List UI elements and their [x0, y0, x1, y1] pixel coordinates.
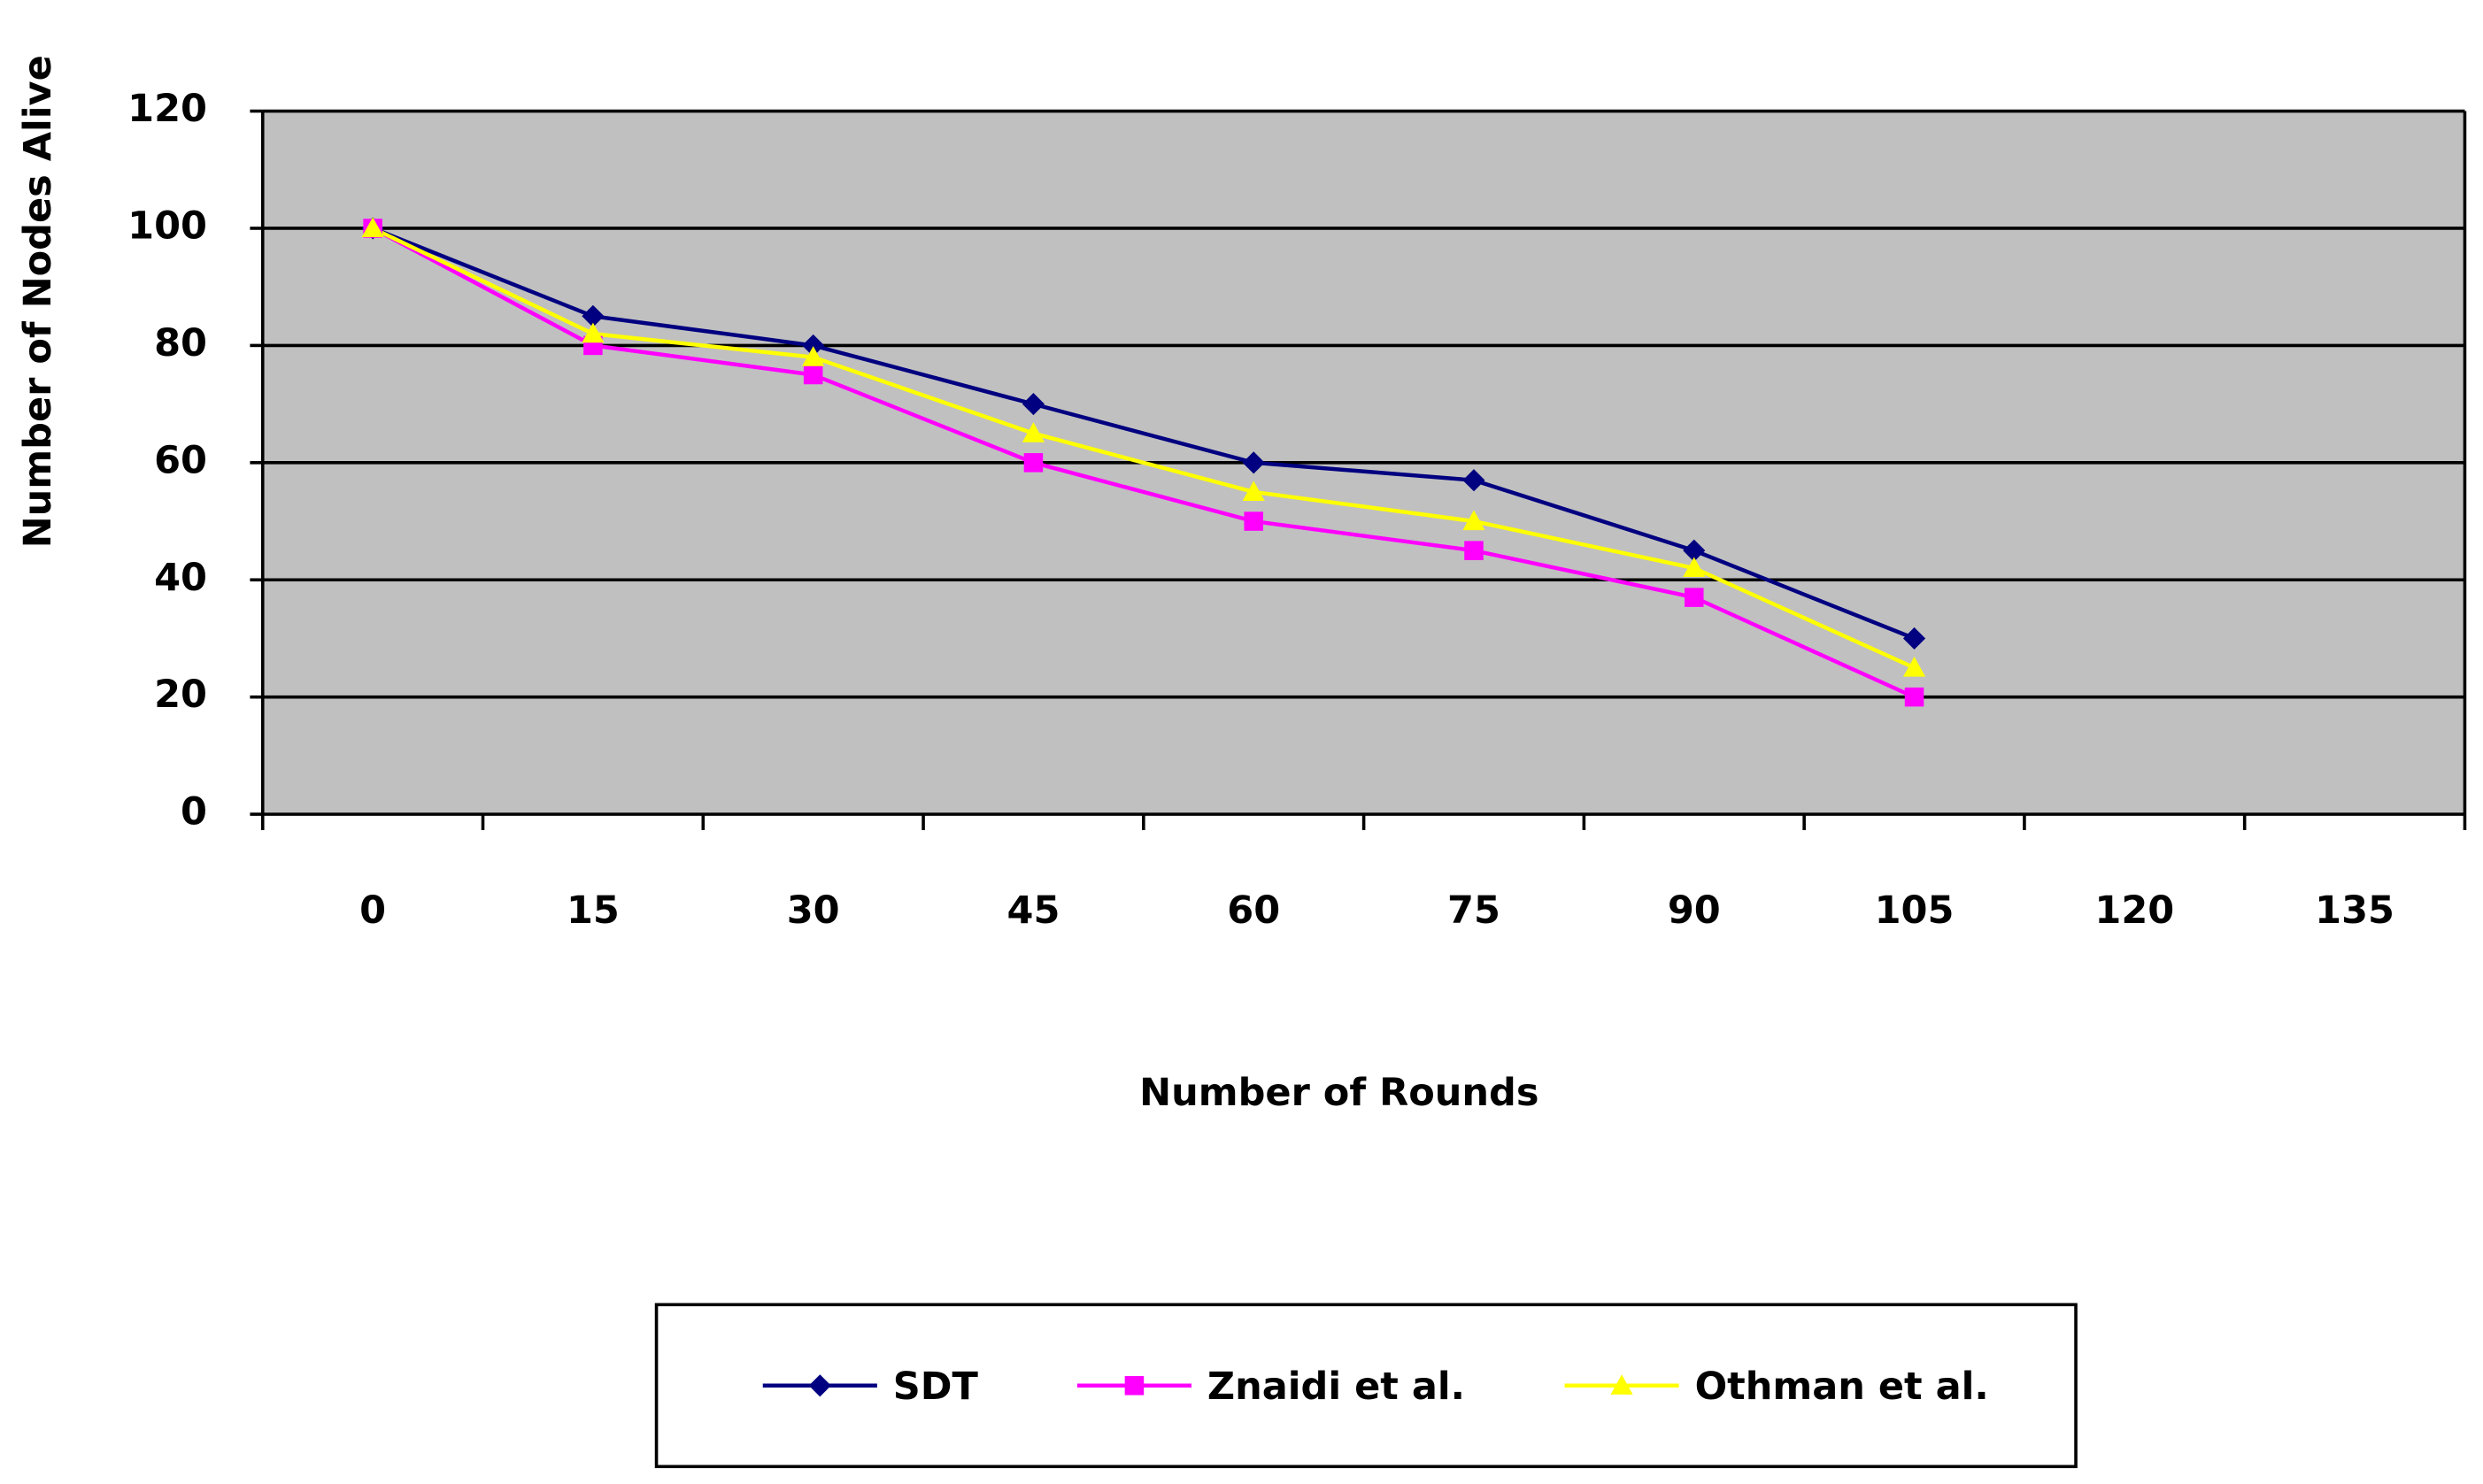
legend-label: SDT	[893, 1365, 979, 1409]
y-tick-label: 40	[154, 556, 207, 600]
x-tick-label: 90	[1668, 888, 1721, 933]
marker	[803, 365, 823, 385]
marker	[802, 346, 825, 366]
x-tick-label: 75	[1447, 888, 1500, 933]
y-axis-title: Number of Nodes Alive	[16, 55, 60, 548]
y-tick-label: 80	[154, 321, 207, 365]
x-tick-label: 120	[2094, 888, 2174, 933]
marker	[1902, 627, 1926, 650]
marker	[1462, 469, 1485, 492]
legend-label: Othman et al.	[1695, 1365, 1989, 1409]
y-tick-label: 0	[181, 790, 207, 834]
y-tick-label: 120	[127, 87, 207, 131]
y-tick-label: 60	[154, 438, 207, 482]
legend-marker	[1610, 1374, 1633, 1395]
legend-box	[654, 1303, 2078, 1469]
marker	[582, 304, 605, 327]
marker	[1462, 510, 1485, 531]
x-tick-label: 30	[787, 888, 840, 933]
legend-label: Znaidi et al.	[1207, 1365, 1465, 1409]
x-tick-label: 135	[2315, 888, 2394, 933]
marker	[1242, 481, 1265, 501]
x-tick-label: 45	[1007, 888, 1060, 933]
x-tick-label: 105	[1875, 888, 1955, 933]
series-line	[372, 226, 1916, 641]
marker	[1244, 511, 1263, 531]
marker	[1904, 687, 1924, 707]
marker	[1464, 541, 1484, 560]
marker	[582, 322, 605, 343]
y-tick-label: 100	[127, 204, 207, 248]
marker	[1902, 657, 1926, 677]
y-tick-label: 20	[154, 673, 207, 717]
x-tick-label: 60	[1227, 888, 1280, 933]
x-tick-label: 15	[567, 888, 620, 933]
series-line	[372, 226, 1916, 670]
x-tick-label: 0	[359, 888, 386, 933]
marker	[1023, 453, 1044, 473]
marker	[1683, 557, 1706, 578]
marker	[1684, 588, 1704, 607]
legend-marker	[1124, 1376, 1145, 1396]
marker	[361, 217, 384, 238]
x-axis-title: Number of Rounds	[1139, 1071, 1538, 1115]
marker	[1022, 393, 1045, 416]
series-line	[372, 226, 1916, 699]
marker	[1022, 422, 1045, 442]
